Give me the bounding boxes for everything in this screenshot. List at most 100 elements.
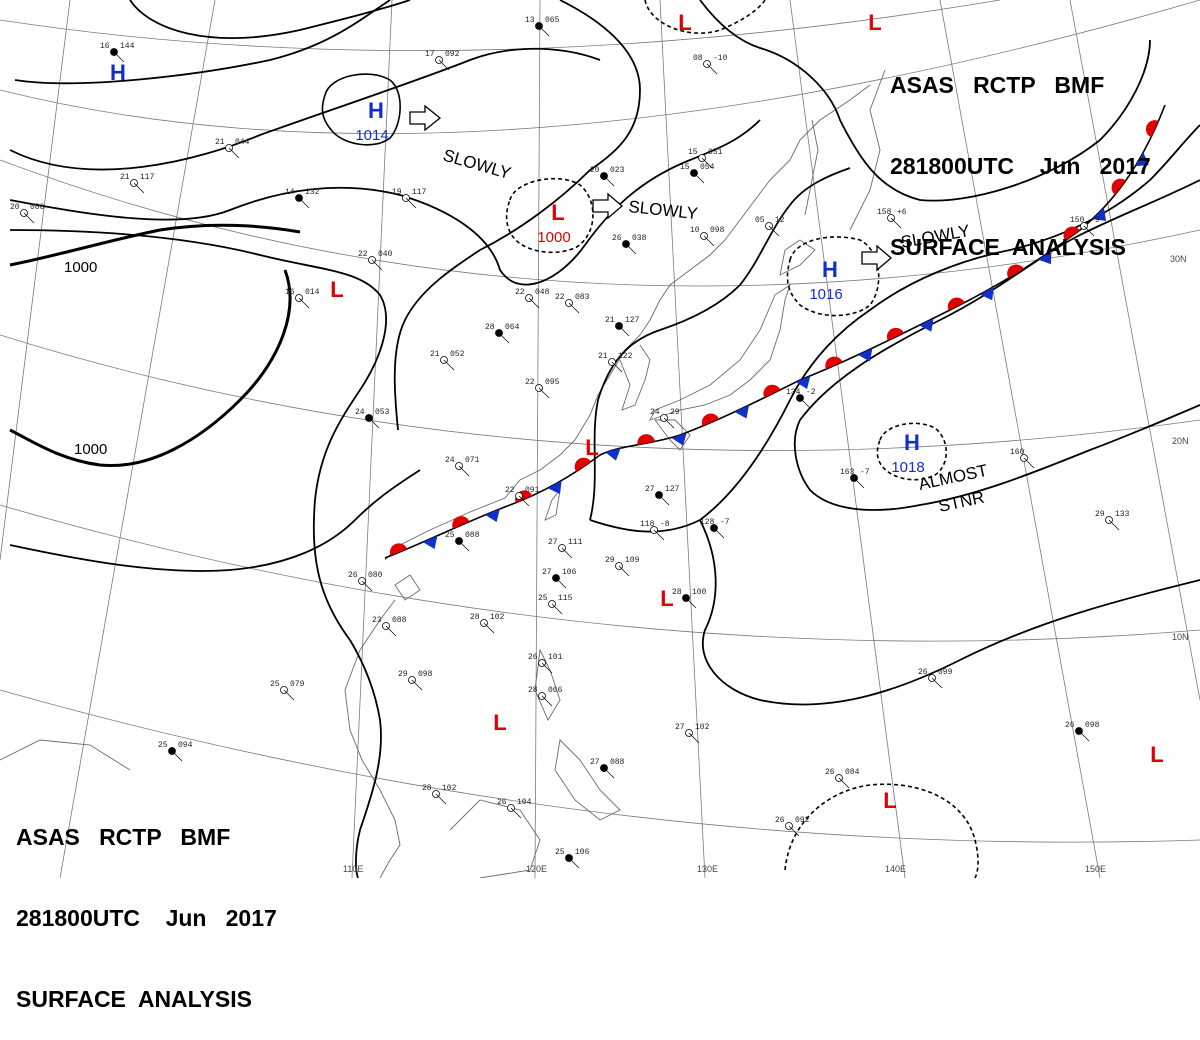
lon-label-140e: 140E [885, 864, 906, 874]
station-pressure: 088 [610, 758, 625, 767]
isobar-label-1: 1000 [64, 259, 97, 276]
meridian-100e [59, 0, 216, 878]
station-pressure: 127 [625, 316, 640, 325]
station-plot: 25 088 [445, 531, 480, 552]
parallel-50n [0, 0, 1001, 52]
station-plot: 150 -9 [1070, 216, 1100, 237]
station-temp: 128 [700, 518, 715, 527]
station-pressure: -7 [860, 468, 870, 477]
wind-barb [538, 387, 550, 399]
station-plot: 21 127 [605, 316, 640, 337]
station-plot: 24 29 [650, 408, 680, 429]
header-top-line3: SURFACE ANALYSIS [890, 234, 1127, 260]
closed-low-se [784, 783, 979, 878]
isobar-f [699, 0, 1151, 202]
high-symbol: H [904, 430, 920, 455]
coast-asia-mainland [384, 84, 871, 561]
low-center-8: L [585, 435, 598, 460]
wind-barb [510, 807, 522, 819]
station-pressure: 117 [140, 173, 155, 182]
wind-barb [618, 325, 630, 337]
station-pressure: 109 [625, 556, 640, 565]
lon-label-110e: 110E [343, 864, 363, 874]
low-symbol: L [660, 586, 673, 611]
station-pressure: 053 [375, 408, 390, 417]
station-temp: 26 [497, 798, 507, 807]
high-center-0: H 1014 [355, 98, 388, 144]
station-pressure: 092 [795, 816, 810, 825]
station-temp: 20 [10, 203, 20, 212]
station-plot: 13 065 [525, 16, 560, 37]
station-plot: 16 014 [285, 288, 320, 309]
station-pressure: 133 [1115, 510, 1130, 519]
cold-front-mark [1135, 152, 1149, 167]
station-pressure: 086 [30, 203, 45, 212]
isobar-d [129, 0, 411, 39]
isobar-label-2: 1000 [74, 441, 107, 458]
station-pressure: 111 [568, 538, 583, 547]
station-pressure: 100 [692, 588, 707, 597]
low-symbol: L [493, 710, 506, 735]
station-temp: 19 [392, 188, 402, 197]
station-plot: 22 083 [555, 293, 590, 314]
wind-barb [171, 750, 183, 762]
low-symbol: L [868, 10, 881, 35]
station-plot: 26 104 [497, 798, 532, 819]
station-temp: 21 [430, 350, 440, 359]
station-temp: 24 [445, 456, 455, 465]
station-temp: 160 [1010, 448, 1025, 457]
cold-front-triangle [547, 480, 562, 495]
station-plot: 24 053 [355, 408, 390, 429]
station-pressure: 088 [392, 616, 407, 625]
wind-barb [541, 695, 553, 707]
coast-borneo [449, 799, 541, 878]
wind-barb [438, 59, 450, 71]
movement-arrows [409, 104, 892, 272]
station-temp: 15 [680, 163, 690, 172]
station-temp: 27 [590, 758, 600, 767]
station-plot: 26 080 [348, 571, 383, 592]
wind-barb [371, 259, 383, 271]
station-temp: 158 [877, 208, 892, 217]
station-pressure: 092 [445, 50, 460, 59]
station-pressure: 115 [558, 594, 573, 603]
coast-japan-honshu [649, 283, 791, 421]
station-plot: 10 098 [690, 226, 725, 247]
station-temp: 15 [688, 148, 698, 157]
meridian-150e [939, 0, 1101, 878]
station-temp: 25 [270, 680, 280, 689]
wind-barb [568, 302, 580, 314]
meridian-160e [1069, 0, 1200, 701]
station-temp: 22 [515, 288, 525, 297]
station-temp: 26 [775, 816, 785, 825]
station-plot: 19 117 [392, 188, 427, 209]
station-pressure: -7 [720, 518, 730, 527]
station-temp: 29 [398, 670, 408, 679]
station-temp: 26 [918, 668, 928, 677]
movement-label-1: SLOWLY [441, 146, 513, 183]
wind-barb [1078, 730, 1090, 742]
station-plot: 21 117 [120, 173, 155, 194]
warm-front-mark [763, 384, 781, 398]
lat-label-20n: 20N [1172, 436, 1189, 446]
station-temp: 29 [1095, 510, 1105, 519]
warm-front-semicircle [1007, 264, 1024, 279]
station-temp: 24 [355, 408, 365, 417]
station-pressure: 051 [708, 148, 723, 157]
station-pressure: 023 [610, 166, 625, 175]
station-plots: 13 065 17 092 21 044 14 132 22 040 16 014 20 023 22 048… [10, 16, 1130, 869]
cold-front-mark [734, 405, 750, 419]
station-pressure: 088 [465, 531, 480, 540]
wind-barb [1083, 225, 1095, 237]
coast-philippines-south [554, 739, 621, 821]
coast-hainan [394, 574, 421, 601]
station-pressure: 098 [418, 670, 433, 679]
wind-barb [405, 197, 417, 209]
wind-barb [625, 243, 637, 255]
station-pressure: 117 [412, 188, 427, 197]
station-temp: 25 [555, 848, 565, 857]
station-plot: 28 100 [672, 588, 707, 609]
station-temp: 22 [525, 378, 535, 387]
low-center-12: L [883, 788, 896, 813]
station-temp: 10 [690, 226, 700, 235]
